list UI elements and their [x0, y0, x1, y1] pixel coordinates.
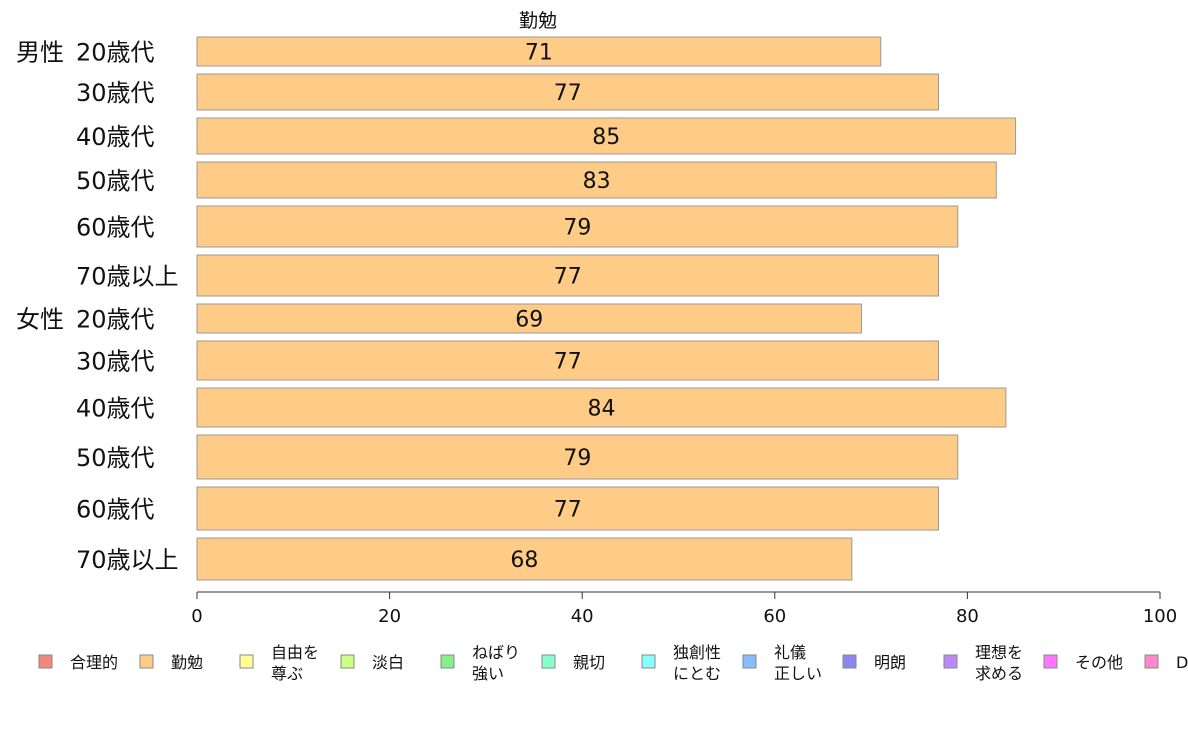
bar-3 [196, 161, 997, 199]
legend-swatch-8 [842, 654, 857, 669]
category-label-11: 70歳以上 [76, 546, 179, 574]
legend-swatch-9 [943, 654, 958, 669]
value-label-0: 71 [525, 41, 553, 66]
legend-label-4-line-2: 強い [472, 664, 504, 683]
category-label-1: 30歳代 [76, 79, 155, 107]
legend-label-7-line-2: 正しい [774, 664, 822, 683]
bar-7 [196, 340, 940, 381]
legend-swatch-10 [1043, 654, 1058, 669]
value-label-11: 68 [510, 548, 538, 573]
bar-1 [196, 73, 940, 111]
legend-label-6-line-1: 独創性 [673, 643, 721, 662]
legend-label-5: 親切 [573, 653, 605, 672]
legend-label-2-line-2: 尊ぶ [271, 664, 303, 683]
value-label-1: 77 [554, 81, 582, 106]
x-tick-label-1: 20 [378, 606, 401, 627]
legend-swatch-2 [239, 654, 254, 669]
category-label-9: 50歳代 [76, 444, 155, 472]
value-label-7: 77 [554, 350, 582, 375]
value-label-4: 79 [563, 216, 591, 241]
value-label-10: 77 [554, 498, 582, 523]
legend-swatch-1 [139, 654, 154, 669]
category-label-5: 70歳以上 [76, 263, 179, 291]
legend-label-3: 淡白 [372, 653, 404, 672]
legend-label-2-line-1: 自由を [271, 643, 319, 662]
bar-6 [196, 303, 862, 334]
legend-swatch-0 [38, 654, 53, 669]
value-label-3: 83 [583, 169, 611, 194]
value-label-6: 69 [515, 308, 543, 333]
legend-swatch-5 [541, 654, 556, 669]
x-tick-label-0: 0 [191, 606, 202, 627]
group-label-1: 女性 [16, 306, 64, 334]
legend-swatch-6 [641, 654, 656, 669]
bar-11 [196, 537, 853, 581]
bar-4 [196, 205, 959, 248]
x-tick-label-3: 60 [763, 606, 786, 627]
legend-label-9-line-2: 求める [975, 664, 1023, 683]
legend-label-6-line-2: にとむ [673, 664, 721, 683]
legend-label-0: 合理的 [70, 653, 118, 672]
series-title: 勤勉 [519, 10, 557, 32]
legend-label-9-line-1: 理想を [975, 643, 1023, 662]
legend-swatch-4 [440, 654, 455, 669]
legend-label-1: 勤勉 [171, 653, 203, 672]
x-tick-label-2: 40 [571, 606, 594, 627]
legend-label-8: 明朗 [874, 653, 906, 672]
bar-10 [196, 486, 940, 531]
legend-swatch-3 [340, 654, 355, 669]
category-label-0: 20歳代 [76, 39, 155, 67]
legend-label-11: D [1176, 653, 1188, 672]
bar-2 [196, 117, 1017, 155]
category-label-7: 30歳代 [76, 348, 155, 376]
bar-0 [196, 36, 882, 67]
category-label-10: 60歳代 [76, 496, 155, 524]
category-label-6: 20歳代 [76, 306, 155, 334]
legend-swatch-7 [742, 654, 757, 669]
legend-label-7-line-1: 礼儀 [774, 643, 806, 662]
value-label-9: 79 [563, 446, 591, 471]
legend-label-10: その他 [1075, 653, 1123, 672]
value-label-2: 85 [592, 125, 620, 150]
category-label-4: 60歳代 [76, 214, 155, 242]
bar-9 [196, 434, 959, 480]
bar-8 [196, 387, 1007, 428]
category-label-3: 50歳代 [76, 167, 155, 195]
category-label-8: 40歳代 [76, 395, 155, 423]
x-tick-label-4: 80 [956, 606, 979, 627]
bar-5 [196, 254, 940, 297]
category-label-2: 40歳代 [76, 123, 155, 151]
value-label-8: 84 [587, 397, 615, 422]
legend-label-4-line-1: ねばり [472, 643, 520, 662]
x-tick-label-5: 100 [1143, 606, 1177, 627]
value-label-5: 77 [554, 265, 582, 290]
legend-swatch-11 [1144, 654, 1159, 669]
group-label-0: 男性 [16, 39, 64, 67]
